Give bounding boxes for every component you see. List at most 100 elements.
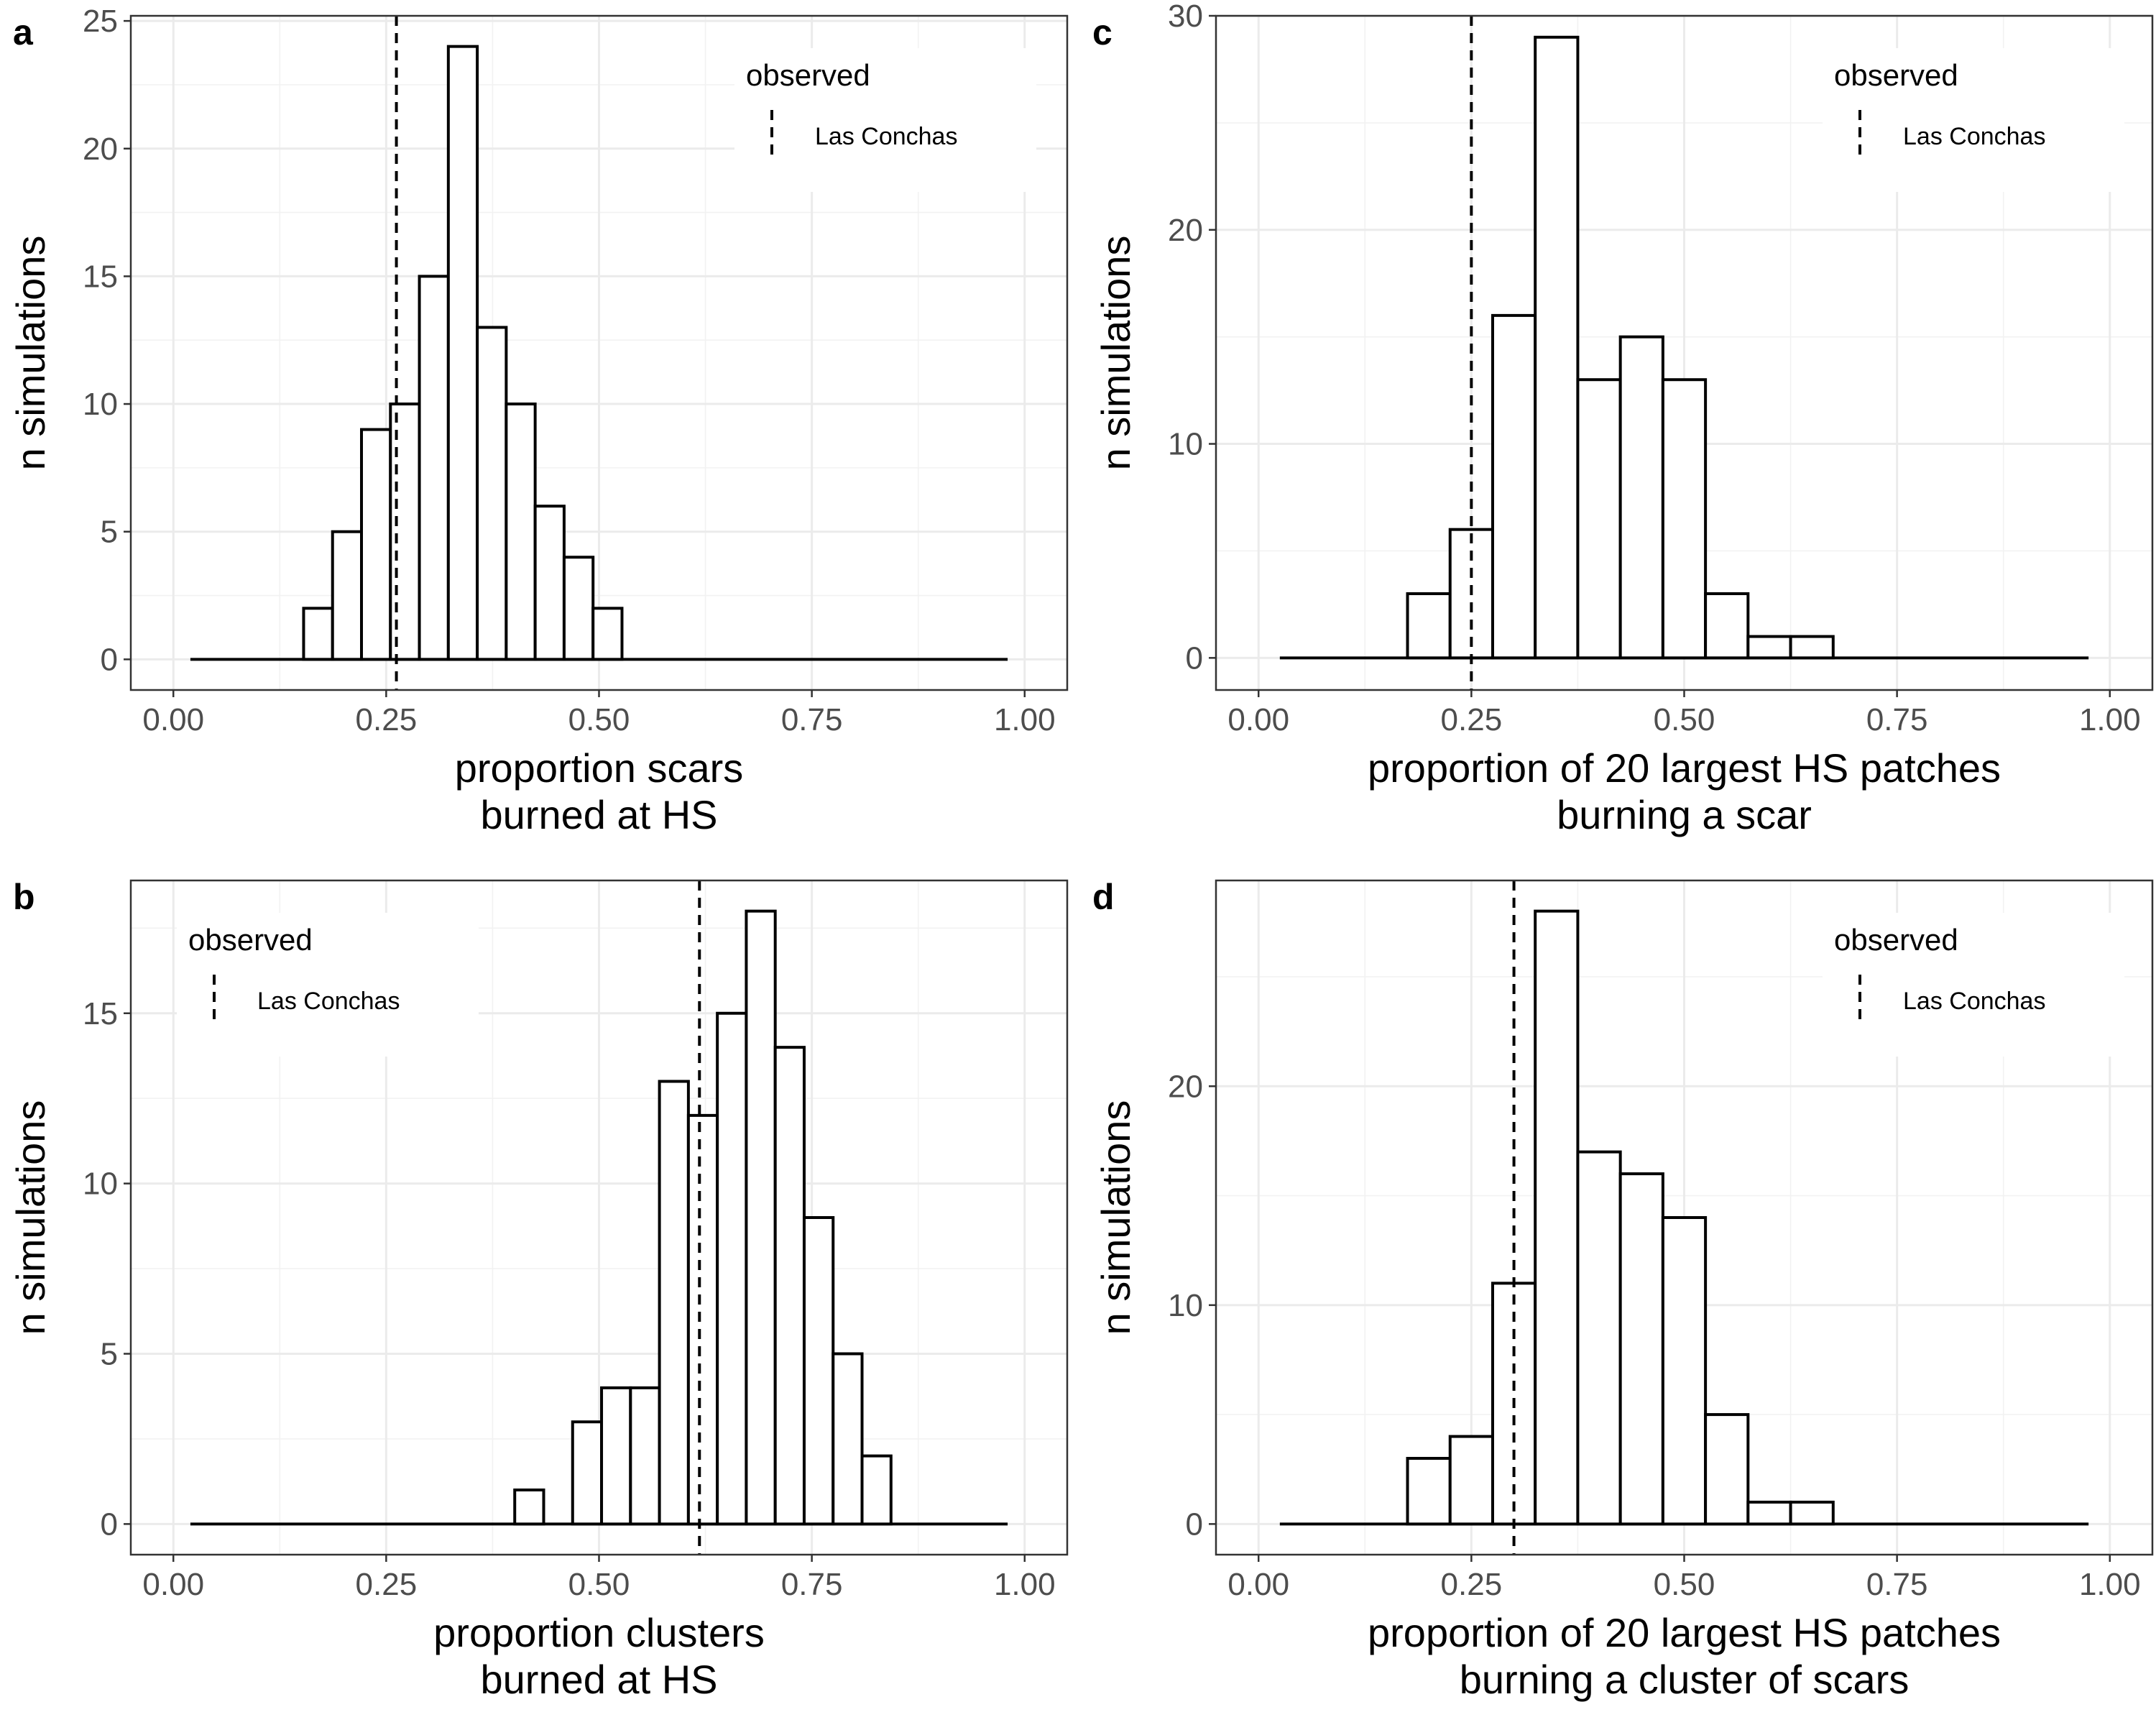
x-axis-title-line-2: burning a scar <box>1557 792 1812 837</box>
legend: observed Las Conchas <box>177 913 479 1057</box>
panel-b: 0.00 0.25 0.50 0.75 1.00 0 5 10 15 proportion clu… <box>8 877 1069 1702</box>
histogram-bar <box>1576 378 1622 660</box>
y-tick-label: 20 <box>1168 1069 1203 1104</box>
x-tick-label: 0.00 <box>1227 1567 1289 1602</box>
legend-background <box>1823 48 2124 192</box>
x-tick-label: 0.75 <box>1866 1567 1928 1602</box>
histogram-bar <box>1661 1216 1708 1526</box>
histogram-bar <box>629 1386 661 1526</box>
histogram-bar <box>1789 1500 1835 1526</box>
y-tick-label: 0 <box>101 642 118 677</box>
x-tick-label: 1.00 <box>994 1567 1056 1602</box>
legend-title: observed <box>746 58 870 92</box>
histogram-bar <box>1618 335 1664 660</box>
x-tick-label: 0.50 <box>1654 702 1715 737</box>
panel-a: 0.00 0.25 0.50 0.75 1.00 0 5 10 15 20 25 proportion… <box>8 4 1069 837</box>
histogram-bar <box>1406 1457 1452 1526</box>
histogram-bar <box>360 428 392 661</box>
x-tick-label: 0.25 <box>356 1567 418 1602</box>
histogram-bar <box>860 1454 893 1526</box>
histogram-bar <box>773 1046 806 1526</box>
histogram-bar <box>1746 1500 1792 1526</box>
legend-label: Las Conchas <box>815 123 957 150</box>
y-tick-label: 25 <box>83 4 118 39</box>
histogram-bar <box>1618 1172 1664 1526</box>
x-axis-title-line-2: burned at HS <box>481 1657 718 1702</box>
y-tick-label: 20 <box>83 132 118 167</box>
x-tick-label: 0.50 <box>1654 1567 1715 1602</box>
y-tick-label: 15 <box>83 996 118 1031</box>
histogram-bar <box>1704 592 1750 660</box>
x-axis-title-line-1: proportion scars <box>455 745 744 791</box>
y-tick-label: 15 <box>83 259 118 294</box>
histogram-bar <box>418 275 450 661</box>
legend-label: Las Conchas <box>1903 123 2045 150</box>
histogram-bar <box>802 1216 835 1526</box>
x-tick-label: 0.00 <box>1227 702 1289 737</box>
y-axis-title: n simulations <box>8 1100 53 1335</box>
histogram-bar <box>600 1386 632 1526</box>
y-tick-label: 30 <box>1168 0 1203 34</box>
panel-letter: b <box>13 877 35 917</box>
histogram-bar <box>745 909 777 1526</box>
histogram-bar <box>302 607 334 661</box>
legend-title: observed <box>1834 923 1958 957</box>
x-tick-label: 0.25 <box>1441 1567 1503 1602</box>
x-tick-label: 1.00 <box>2079 702 2141 737</box>
x-axis-title-line-1: proportion of 20 largest HS patches <box>1368 1610 2001 1655</box>
histogram-bar <box>1448 1435 1494 1526</box>
histogram-bar <box>446 45 479 661</box>
x-axis-title-line-1: proportion clusters <box>433 1610 765 1655</box>
x-axis-title-line-2: burned at HS <box>481 792 718 837</box>
histogram-bar <box>389 402 421 661</box>
panel-d: 0.00 0.25 0.50 0.75 1.00 0 10 20 proportion of 2… <box>1092 877 2154 1702</box>
x-tick-label: 1.00 <box>2079 1567 2141 1602</box>
histogram-bar <box>562 556 595 661</box>
panel-letter: a <box>13 12 34 52</box>
histogram-bar <box>1746 635 1792 660</box>
x-tick-label: 0.00 <box>142 702 204 737</box>
legend-background <box>1823 913 2124 1057</box>
legend: observed Las Conchas <box>734 48 1036 192</box>
y-tick-label: 5 <box>101 1336 118 1371</box>
legend-label: Las Conchas <box>257 988 400 1015</box>
histogram-bar <box>591 607 624 661</box>
histogram-bar <box>533 505 566 661</box>
legend: observed Las Conchas <box>1823 48 2124 192</box>
x-tick-label: 0.75 <box>781 702 843 737</box>
histogram-bar <box>505 402 537 661</box>
x-axis-title-line-1: proportion of 20 largest HS patches <box>1368 745 2001 791</box>
panel-c: 0.00 0.25 0.50 0.75 1.00 0 10 20 30 proportion of… <box>1092 0 2154 837</box>
histogram-bar <box>1704 1413 1750 1526</box>
x-tick-label: 0.75 <box>1866 702 1928 737</box>
y-tick-label: 10 <box>83 1167 118 1202</box>
histogram-bar <box>1491 313 1537 660</box>
x-tick-label: 0.50 <box>568 1567 630 1602</box>
legend-title: observed <box>1834 58 1958 92</box>
histogram-bar <box>331 530 364 661</box>
x-tick-label: 1.00 <box>994 702 1056 737</box>
histogram-bar <box>571 1420 604 1526</box>
y-tick-label: 0 <box>1186 1506 1203 1542</box>
y-axis-title: n simulations <box>1093 236 1138 471</box>
histogram-bar <box>1534 35 1580 660</box>
legend-label: Las Conchas <box>1903 988 2045 1015</box>
legend-background <box>734 48 1036 192</box>
y-tick-label: 10 <box>1168 1288 1203 1323</box>
x-axis-title-line-2: burning a cluster of scars <box>1460 1657 1909 1702</box>
y-axis-title: n simulations <box>8 236 53 471</box>
y-tick-label: 10 <box>1168 427 1203 462</box>
x-tick-label: 0.00 <box>142 1567 204 1602</box>
histogram-bar <box>716 1011 748 1526</box>
legend-background <box>177 913 479 1057</box>
histogram-bar <box>1576 1150 1622 1526</box>
histogram-bar <box>686 1113 719 1526</box>
histogram-bar <box>1534 909 1580 1526</box>
histogram-bar <box>1661 378 1708 660</box>
panel-letter: c <box>1092 12 1112 52</box>
histogram-bar <box>513 1488 545 1526</box>
x-tick-label: 0.25 <box>356 702 418 737</box>
y-tick-label: 0 <box>101 1506 118 1542</box>
y-tick-label: 10 <box>83 387 118 422</box>
